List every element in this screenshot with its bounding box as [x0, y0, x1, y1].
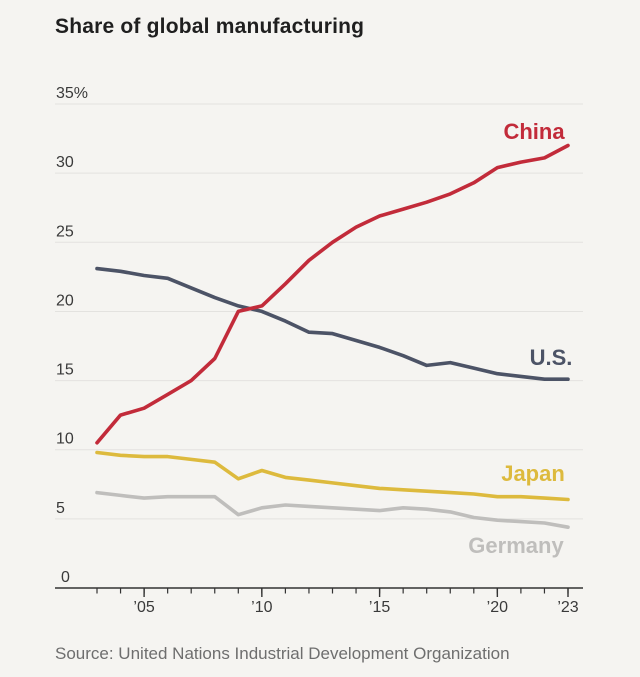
china-label: China [503, 119, 565, 144]
y-tick-label-30: 30 [56, 154, 74, 171]
x-tick-label-2010: ’10 [251, 599, 272, 616]
x-tick-label-2005: ’05 [133, 599, 154, 616]
y-tick-label-10: 10 [56, 431, 74, 448]
y-tick-label-0: 0 [61, 569, 70, 586]
x-tick-label-2015: ’15 [369, 599, 390, 616]
chart-title: Share of global manufacturing [55, 15, 365, 38]
us-label: U.S. [530, 345, 573, 370]
x-tick-label-2023: ’23 [557, 599, 578, 616]
japan-label: Japan [501, 461, 565, 486]
china-line [95, 143, 570, 445]
y-tick-label-35: 35% [56, 85, 88, 102]
source-note: Source: United Nations Industrial Develo… [55, 644, 510, 663]
y-tick-label-5: 5 [56, 500, 65, 517]
us-line [95, 266, 570, 382]
y-tick-label-20: 20 [56, 292, 74, 309]
y-tick-label-25: 25 [56, 223, 74, 240]
germany-label: Germany [468, 533, 564, 558]
japan-line [95, 450, 570, 502]
x-tick-label-2020: ’20 [487, 599, 508, 616]
y-tick-label-15: 15 [56, 362, 74, 379]
germany-line [95, 490, 570, 530]
